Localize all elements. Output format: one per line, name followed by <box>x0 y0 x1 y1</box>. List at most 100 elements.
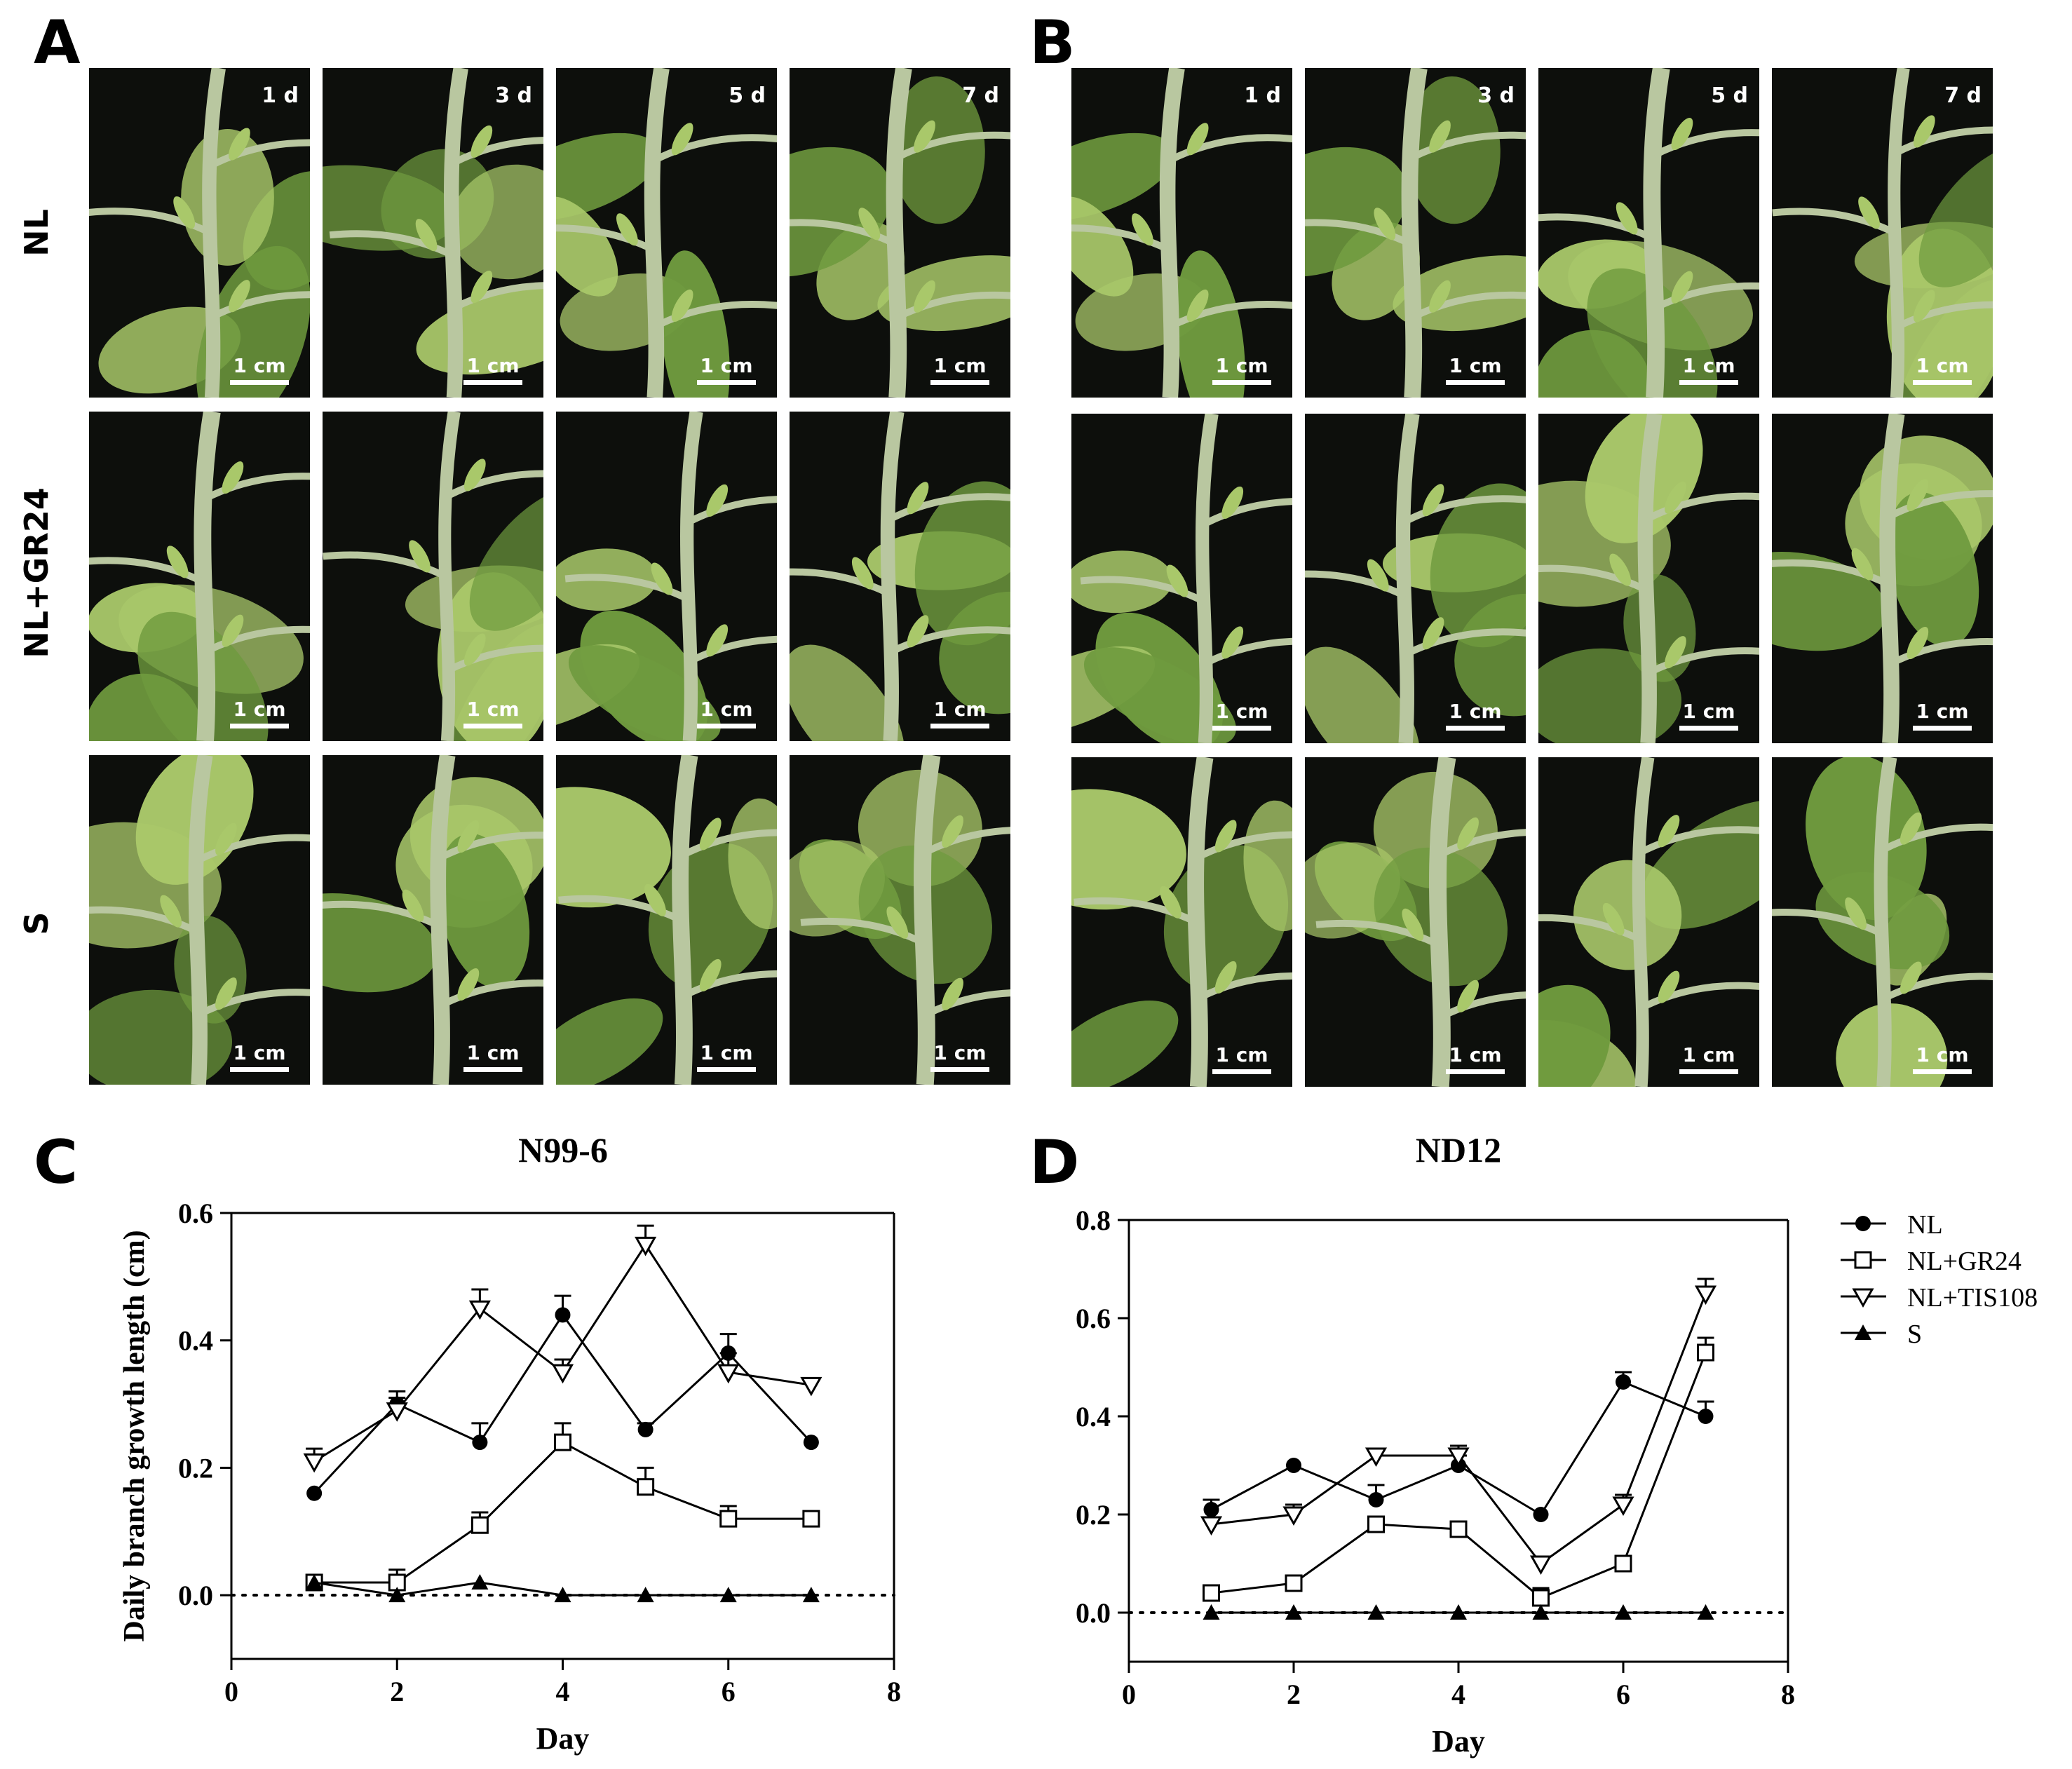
data-point <box>1529 1555 1552 1575</box>
data-point <box>1203 1502 1219 1517</box>
legend-label: S <box>1907 1320 1922 1349</box>
data-point <box>1286 1458 1301 1473</box>
chart-d-x-tick-label: 2 <box>1287 1679 1301 1710</box>
scale-bar: 1 cm <box>697 354 756 385</box>
data-point <box>1367 1515 1385 1533</box>
scale-bar-line <box>930 380 989 385</box>
scale-bar: 1 cm <box>930 1041 989 1072</box>
chart-d-x-tick-label: 4 <box>1451 1679 1465 1710</box>
data-point <box>554 1587 571 1603</box>
legend-item-nl-tis108: NL+TIS108 <box>1841 1283 2038 1313</box>
data-point <box>1697 1343 1714 1362</box>
scale-bar-label: 1 cm <box>466 1041 520 1064</box>
scale-bar-label: 1 cm <box>233 354 286 377</box>
data-point <box>1447 1447 1470 1468</box>
chart-c-x-tick-label: 4 <box>556 1676 570 1707</box>
scale-bar-label: 1 cm <box>1449 700 1502 723</box>
panel-d-letter: D <box>1029 1127 1080 1198</box>
scale-bar-label: 1 cm <box>233 698 286 721</box>
panel-b-photo-r1-c4: 7 d 1 cm <box>1772 68 1993 398</box>
scale-bar-line <box>1446 1069 1505 1074</box>
chart-d-y-tick-label: 0.8 <box>1076 1205 1111 1236</box>
data-point <box>386 1402 408 1422</box>
scale-bar: 1 cm <box>930 698 989 728</box>
chart-d-series-nl <box>1203 1371 1714 1522</box>
data-point <box>1365 1447 1388 1468</box>
scale-bar: 1 cm <box>1446 1043 1505 1074</box>
scale-bar-line <box>1212 380 1271 385</box>
scale-bar-line <box>930 724 989 728</box>
data-point <box>802 1587 820 1603</box>
panel-a-photo-r2-c2: 1 cm <box>323 412 543 741</box>
legend-item-nl: NL <box>1841 1210 1943 1240</box>
chart-c-title: N99-6 <box>518 1130 608 1170</box>
chart-d-x-label: Day <box>1432 1724 1485 1758</box>
chart-d-y-tick-label: 0.4 <box>1076 1401 1111 1432</box>
chart-c-x-tick-label: 6 <box>722 1676 736 1707</box>
scale-bar-line <box>463 380 522 385</box>
chart-c-y-tick-label: 0.6 <box>178 1198 213 1229</box>
scale-bar-line <box>1913 1069 1972 1074</box>
data-point <box>554 1433 571 1451</box>
legend-marker <box>1854 1251 1872 1269</box>
panel-a-photo-r1-c4: 7 d 1 cm <box>790 68 1010 398</box>
panel-a-photo-r1-c1: 1 d 1 cm <box>89 68 310 398</box>
scale-bar: 1 cm <box>230 1041 289 1072</box>
data-point <box>1532 1589 1550 1607</box>
scale-bar-label: 1 cm <box>700 698 753 721</box>
scale-bar-label: 1 cm <box>1682 700 1735 723</box>
scale-bar-line <box>1212 726 1271 731</box>
data-point <box>1616 1374 1631 1390</box>
data-point <box>719 1587 737 1603</box>
scale-bar-label: 1 cm <box>1916 700 1969 723</box>
panel-a-photo-r3-c2: 1 cm <box>323 755 543 1085</box>
scale-bar-label: 1 cm <box>466 698 520 721</box>
legend: NL NL+GR24 NL+TIS108 S <box>1841 1210 2038 1349</box>
chart-d-title: ND12 <box>1416 1130 1501 1170</box>
scale-bar-label: 1 cm <box>700 354 753 377</box>
panel-b-photo-r3-c4: 1 cm <box>1772 757 1993 1087</box>
scale-bar-label: 1 cm <box>933 1041 987 1064</box>
chart-c-series-nl-tis108 <box>303 1224 822 1473</box>
scale-bar-line <box>697 380 756 385</box>
panel-b-photo-r2-c4: 1 cm <box>1772 414 1993 743</box>
data-point <box>1533 1507 1549 1522</box>
data-point <box>1282 1506 1305 1526</box>
data-point <box>719 1510 738 1528</box>
chart-d-series-nl-tis108 <box>1200 1277 1717 1575</box>
data-point <box>1614 1554 1632 1573</box>
scale-bar-label: 1 cm <box>700 1041 753 1064</box>
data-point <box>1200 1516 1223 1536</box>
chart-d-x-tick-label: 0 <box>1122 1679 1136 1710</box>
data-point <box>1698 1409 1714 1424</box>
scale-bar-line <box>230 724 289 728</box>
data-point <box>551 1364 574 1384</box>
scale-bar-line <box>1212 1069 1271 1074</box>
chart-c-series-nl-gr24 <box>305 1422 820 1592</box>
panel-a-photo-r2-c3: 1 cm <box>556 412 777 741</box>
panel-a-photo-r3-c3: 1 cm <box>556 755 777 1085</box>
legend-item-nl-gr24: NL+GR24 <box>1841 1247 2022 1276</box>
chart-c-y-tick-label: 0.2 <box>178 1452 213 1484</box>
panel-b-photo-r3-c2: 1 cm <box>1305 757 1526 1087</box>
chart-c-series-s <box>306 1573 820 1603</box>
panel-a-photo-r1-c3: 5 d 1 cm <box>556 68 777 398</box>
data-point <box>303 1453 325 1473</box>
data-point <box>717 1364 740 1384</box>
scale-bar: 1 cm <box>230 354 289 385</box>
scale-bar-line <box>697 724 756 728</box>
chart-c-y-label: Daily branch growth length (cm) <box>119 1230 151 1641</box>
scale-bar-line <box>1913 380 1972 385</box>
panel-a-photo-r1-c2: 3 d 1 cm <box>323 68 543 398</box>
panel-b-photo-r3-c3: 1 cm <box>1538 757 1759 1087</box>
scale-bar-label: 1 cm <box>1215 354 1268 377</box>
scale-bar-line <box>1679 380 1738 385</box>
panel-b-day-label: 1 d <box>1244 83 1281 108</box>
scale-bar-label: 1 cm <box>1916 354 1969 377</box>
scale-bar-label: 1 cm <box>233 1041 286 1064</box>
scale-bar-label: 1 cm <box>1916 1043 1969 1066</box>
panel-a-day-label: 5 d <box>729 83 766 108</box>
chart-c-x-tick-label: 2 <box>390 1676 404 1707</box>
scale-bar: 1 cm <box>1679 700 1738 731</box>
